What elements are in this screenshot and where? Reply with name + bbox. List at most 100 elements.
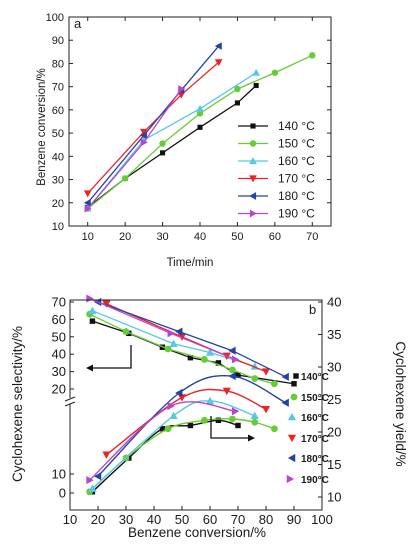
panel-b-selectivity-point (102, 300, 111, 308)
panel-b-left-y-tick-label: 70 (52, 295, 66, 310)
panel-b-yield-point (205, 396, 215, 405)
panel-b-selectivity-point (235, 372, 241, 378)
panel-a-x-tick-label: 60 (269, 231, 281, 243)
panel-a-data-point (214, 42, 222, 50)
panel-b-selectivity-point (291, 381, 297, 387)
panel-a-letter: a (74, 16, 82, 31)
panel-a-chart: 10 20 30 40 50 60 70 10 20 30 40 50 60 70 80 90 100 a Ti… (36, 12, 332, 269)
panel-a-x-tick-label: 10 (82, 231, 94, 243)
panel-a-data-point (160, 150, 166, 156)
panel-b-yield-point (250, 411, 259, 420)
panel-b-chart: 10 20 30 40 50 60 70 80 90 100 0 10 20 30 40 50 60 70 10 15… (10, 294, 408, 540)
panel-b-yield-point (187, 422, 194, 429)
panel-a-legend-marker (249, 209, 257, 218)
panel-b-left-y-tick-label: 20 (52, 382, 66, 397)
panel-a-y-tick-label: 40 (52, 151, 64, 163)
panel-b-selectivity-point (229, 366, 236, 374)
arrow-to-left-axis (93, 345, 132, 369)
panel-a-y-tick-label: 80 (52, 58, 64, 70)
panel-b-left-y-tick-label: 10 (52, 467, 66, 482)
panel-a-series-line (87, 72, 257, 209)
panel-b-right-y-tick-label: 20 (327, 425, 341, 440)
panel-b-selectivity-point (281, 372, 289, 381)
panel-b-yield-point (222, 387, 231, 396)
panel-b-temperature-marker (287, 412, 297, 421)
panel-b-yield-point (228, 372, 236, 381)
panel-b-selectivity-point (89, 318, 96, 324)
panel-b-selectivity-point (231, 355, 240, 364)
panel-a-x-tick-label: 50 (231, 231, 243, 243)
panel-b-x-tick-label: 90 (287, 512, 301, 527)
panel-b-left-y-tick-label: 40 (52, 347, 66, 362)
panel-b-yield-curve (105, 388, 267, 456)
panel-b-plot-frame (69, 299, 323, 511)
panel-b-right-y-tick-label: 40 (327, 295, 341, 310)
panel-a-x-tick-label: 20 (119, 231, 131, 243)
panel-a-data-point (83, 198, 91, 207)
panel-b-yield-point (261, 405, 271, 414)
panel-b-yield-point (169, 411, 178, 420)
panel-b-x-axis-title: Benzene conversion/% (128, 525, 266, 540)
panel-a-legend-marker (249, 175, 257, 183)
panel-a-series (83, 42, 316, 213)
panel-a-y-tick-label: 70 (52, 82, 64, 94)
panel-b-left-y-tick-label: 50 (52, 329, 66, 344)
panel-b-yield-point (175, 388, 183, 398)
panel-b-right-y-tick-label: 30 (327, 360, 341, 375)
panel-b-selectivity-point (175, 327, 183, 336)
panel-a-data-point (197, 124, 203, 130)
panel-b-yield-point (281, 398, 289, 407)
panel-b-x-tick-label: 50 (175, 512, 189, 527)
panel-b-selectivity-point (261, 368, 271, 376)
panel-b-x-tick-label: 40 (147, 512, 161, 527)
panel-b-temperature-label: 140°C (301, 372, 329, 383)
panel-b-yield-point (201, 416, 208, 424)
panel-a-legend-marker (250, 123, 256, 129)
panel-a-legend-marker (249, 192, 257, 200)
panel-b-axes: 10 20 30 40 50 60 70 80 90 100 0 10 20 30 40 50 60 70 10 15… (52, 295, 342, 528)
panel-a-legend-label: 150 °C (278, 137, 315, 151)
panel-a-data-point (84, 204, 92, 213)
panel-b-yield-curve (97, 374, 286, 477)
panel-a-y-tick-label: 20 (52, 198, 64, 210)
panel-b-selectivity-point (88, 306, 97, 314)
panel-a-data-point (178, 85, 186, 93)
arrow-to-right-axis (210, 416, 248, 439)
panel-b-temperature-label: 180°C (301, 454, 329, 465)
panel-b-yield-point (177, 394, 187, 402)
panel-a-y-axis-title: Benzene conversion/% (36, 68, 48, 186)
panel-b-selectivity-line (89, 313, 275, 385)
panel-b-right-y-tick-label: 10 (327, 490, 341, 505)
panel-b-temperature-marker (293, 373, 299, 379)
panel-b-axis-break-mark (64, 401, 76, 407)
panel-a-data-point (309, 52, 316, 59)
panel-b-yield-curve (91, 400, 256, 490)
panel-a-legend-label: 190 °C (278, 207, 315, 221)
panel-b-yield-point (88, 484, 97, 492)
panel-a-x-tick-label: 70 (306, 231, 318, 243)
panel-a-legend-label: 170 °C (278, 172, 315, 186)
panel-b-yield-point (251, 418, 259, 426)
panel-a-series-line (87, 45, 220, 204)
panel-a-data-point (159, 140, 166, 147)
panel-a-x-tick-label: 40 (194, 231, 206, 243)
panel-b-selectivity-point (215, 360, 222, 366)
panel-b-x-tick-label: 20 (91, 512, 105, 527)
panel-b-selectivity-point (86, 294, 94, 303)
panel-b-axis-break-gap (66, 398, 74, 404)
panel-a-legend-label: 140 °C (278, 119, 315, 133)
panel-a-data-point (140, 138, 148, 147)
panel-a-y-tick-label: 30 (52, 175, 64, 187)
panel-b-left-y-tick-label: 60 (52, 312, 66, 327)
panel-a-axes: 10 20 30 40 50 60 70 10 20 30 40 50 60 70 80 90 100 (46, 12, 332, 243)
panel-b-temperature-marker (287, 434, 297, 443)
panel-b-selectivity-point (164, 345, 172, 353)
panel-b-selectivity-line (97, 301, 286, 378)
panel-a-legend-label: 180 °C (278, 189, 315, 203)
panel-b-selectivity-point (201, 356, 208, 363)
panel-b-x-tick-label: 10 (63, 512, 77, 527)
panel-a-y-tick-label: 50 (52, 128, 64, 140)
panel-b-yield-point (167, 401, 175, 411)
panel-b-selectivity-point (205, 348, 215, 356)
